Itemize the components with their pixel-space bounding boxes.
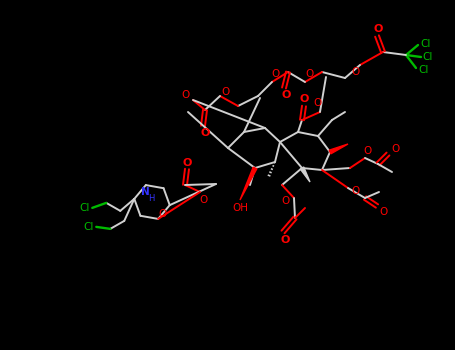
Text: Cl: Cl [419,65,429,75]
Text: O: O [379,207,387,217]
Text: O: O [182,90,190,100]
Text: O: O [391,144,399,154]
Text: O: O [272,69,280,79]
Text: O: O [282,196,290,206]
Text: Cl: Cl [423,52,433,62]
Text: O: O [373,24,383,34]
Text: O: O [200,128,210,138]
Text: O: O [305,69,313,79]
Polygon shape [240,167,257,200]
Text: O: O [182,158,192,168]
Text: O: O [280,235,290,245]
Text: O: O [281,90,291,100]
Text: Cl: Cl [79,203,90,213]
Text: Cl: Cl [83,222,93,232]
Text: O: O [158,209,166,219]
Text: Cl: Cl [421,39,431,49]
Text: N: N [142,187,150,197]
Text: O: O [364,146,372,156]
Text: O: O [313,98,321,108]
Text: H: H [148,194,154,203]
Polygon shape [329,144,348,154]
Text: O: O [299,94,308,104]
Text: O: O [351,67,359,77]
Text: O: O [222,87,230,97]
Text: O: O [352,186,360,196]
Polygon shape [300,167,310,182]
Text: OH: OH [232,203,248,213]
Text: O: O [199,195,207,205]
